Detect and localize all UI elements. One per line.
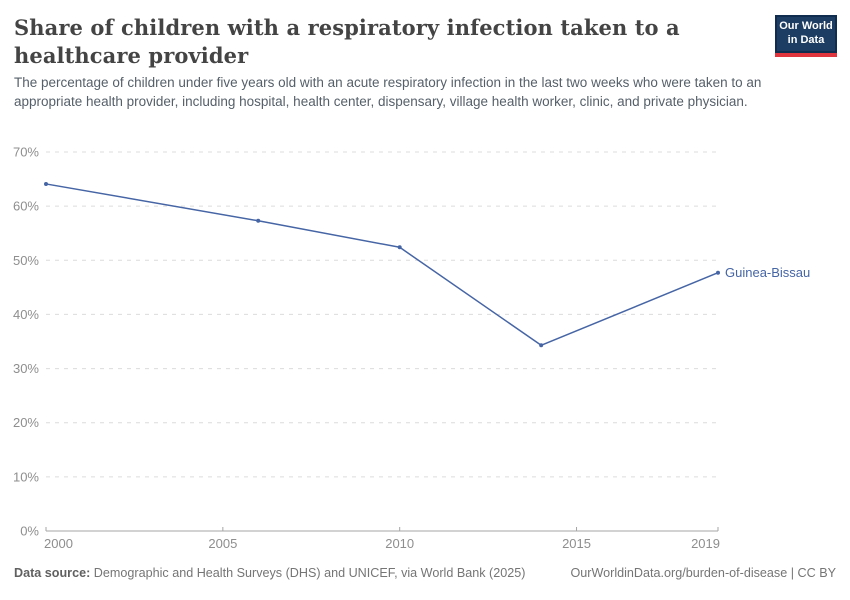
entity-label[interactable]: Guinea-Bissau	[725, 265, 810, 280]
y-tick-label: 10%	[13, 469, 39, 484]
y-tick-label: 60%	[13, 199, 39, 214]
data-line[interactable]	[45, 183, 719, 347]
y-tick-label: 50%	[13, 253, 39, 268]
data-point[interactable]	[256, 218, 261, 223]
data-source-text: Demographic and Health Surveys (DHS) and…	[90, 566, 526, 580]
data-point[interactable]	[716, 270, 720, 275]
x-tick-label: 2005	[208, 536, 237, 551]
owid-logo-box: Our World in Data	[775, 15, 837, 53]
owid-logo-red-bar	[775, 53, 837, 57]
data-source-label: Data source:	[14, 566, 91, 580]
y-tick-label: 70%	[13, 145, 39, 160]
owid-logo[interactable]: Our World in Data	[775, 15, 837, 57]
y-tick-label: 20%	[13, 415, 39, 430]
chart-subtitle: The percentage of children under five ye…	[14, 75, 762, 109]
y-tick-label: 30%	[13, 361, 39, 376]
chart-footer: Data source: Demographic and Health Surv…	[14, 566, 836, 580]
x-tick-label: 2010	[385, 536, 414, 551]
x-tick-label: 2000	[44, 536, 73, 551]
line-chart: 0% 10% 20% 30% 40% 50% 60% 70% 2000 2005 2010 2015 2…	[13, 145, 810, 552]
x-tick-label: 2015	[562, 536, 591, 551]
chart-title: Share of children with a respiratory inf…	[14, 15, 680, 68]
owid-logo-line2: in Data	[787, 34, 825, 46]
data-source-note: Data source: Demographic and Health Surv…	[14, 566, 525, 580]
attribution-link[interactable]: OurWorldinData.org/burden-of-disease | C…	[570, 566, 836, 580]
data-point[interactable]	[539, 343, 544, 348]
y-tick-label: 40%	[13, 307, 39, 322]
y-tick-label: 0%	[20, 524, 39, 539]
data-point[interactable]	[44, 181, 48, 186]
data-point[interactable]	[397, 245, 402, 250]
x-tick-label: 2019	[691, 536, 720, 551]
owid-logo-line1: Our World	[779, 20, 833, 33]
